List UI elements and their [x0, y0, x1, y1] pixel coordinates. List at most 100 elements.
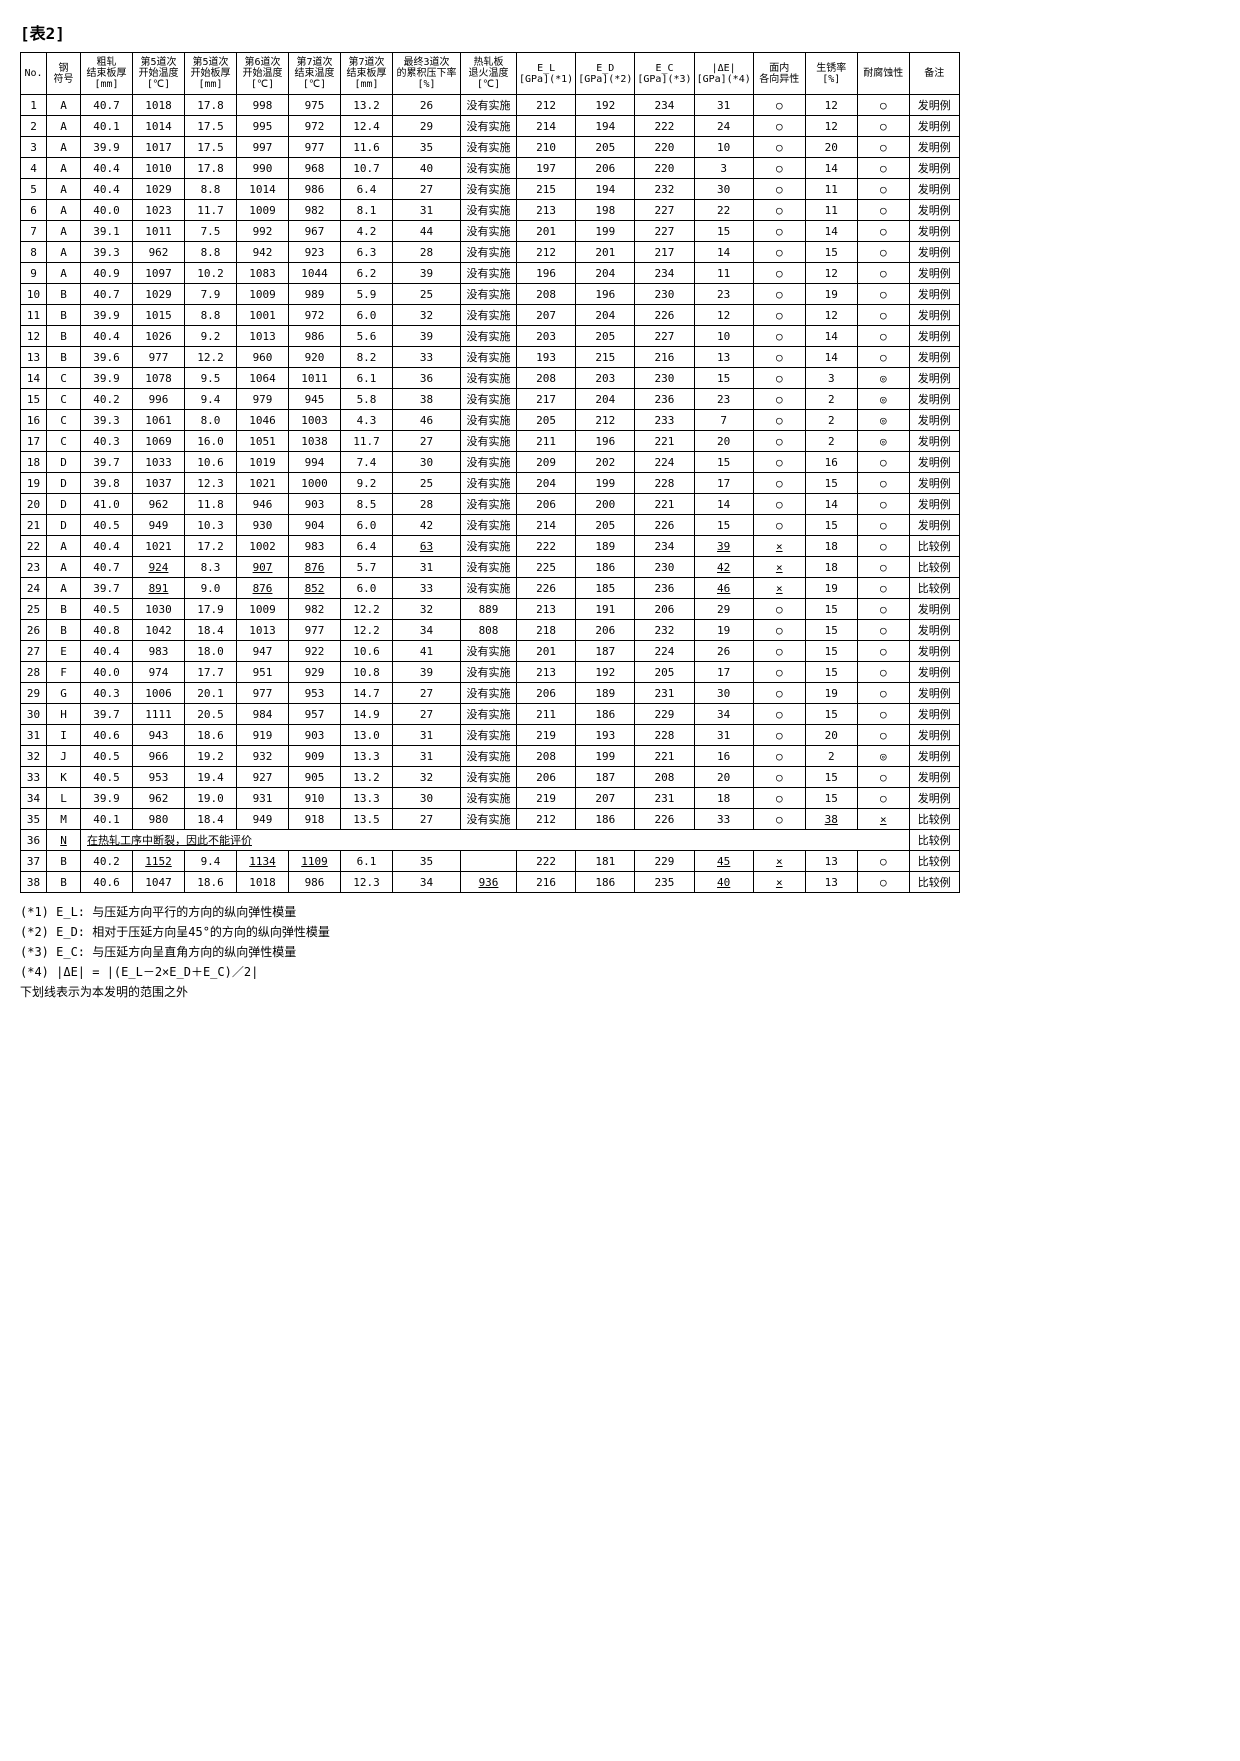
cell: 14	[694, 242, 753, 263]
cell: 2	[805, 746, 857, 767]
cell: 1061	[133, 410, 185, 431]
cell: 31	[694, 725, 753, 746]
cell: 187	[576, 641, 635, 662]
cell: 发明例	[909, 788, 959, 809]
cell: 943	[133, 725, 185, 746]
cell: 39	[694, 536, 753, 557]
cell: 211	[517, 704, 576, 725]
table-row: 36N在热轧工序中断裂，因此不能评价比较例	[21, 830, 960, 851]
cell: 没有实施	[461, 725, 517, 746]
cell: 39	[393, 662, 461, 683]
cell: 33	[694, 809, 753, 830]
cell: 5.9	[341, 284, 393, 305]
cell: 39	[393, 326, 461, 347]
cell: 206	[517, 494, 576, 515]
cell: 没有实施	[461, 389, 517, 410]
cell: 206	[517, 767, 576, 788]
cell: ○	[857, 179, 909, 200]
cell: 199	[576, 746, 635, 767]
cell: 发明例	[909, 116, 959, 137]
cell: 1021	[133, 536, 185, 557]
cell: 38	[393, 389, 461, 410]
cell: 192	[576, 95, 635, 116]
cell: 186	[576, 704, 635, 725]
cell: 10	[694, 326, 753, 347]
cell: 1009	[237, 200, 289, 221]
cell: 945	[289, 389, 341, 410]
table-row: 25B40.5103017.9100998212.232889213191206…	[21, 599, 960, 620]
cell: 10.6	[341, 641, 393, 662]
cell: 951	[237, 662, 289, 683]
cell: C	[47, 410, 81, 431]
cell: 201	[517, 641, 576, 662]
cell: 24	[694, 116, 753, 137]
cell: 39	[393, 263, 461, 284]
cell: 990	[237, 158, 289, 179]
cell: 15	[805, 641, 857, 662]
cell: 234	[635, 263, 694, 284]
cell: ○	[753, 599, 805, 620]
cell: 40.5	[81, 746, 133, 767]
cell: 11	[694, 263, 753, 284]
cell: 发明例	[909, 725, 959, 746]
cell: 6.1	[341, 368, 393, 389]
cell: 44	[393, 221, 461, 242]
cell: 7.9	[185, 284, 237, 305]
cell: 39.7	[81, 704, 133, 725]
cell: 1014	[133, 116, 185, 137]
cell: 18.4	[185, 620, 237, 641]
table-row: 9A40.9109710.2108310446.239没有实施196204234…	[21, 263, 960, 284]
cell: 没有实施	[461, 704, 517, 725]
cell: 1	[21, 95, 47, 116]
cell: 没有实施	[461, 767, 517, 788]
cell: 236	[635, 389, 694, 410]
table-row: 33K40.595319.492790513.232没有实施2061872082…	[21, 767, 960, 788]
cell: 208	[517, 746, 576, 767]
cell: 11.7	[341, 431, 393, 452]
cell: ○	[857, 641, 909, 662]
cell: 没有实施	[461, 221, 517, 242]
cell: 1069	[133, 431, 185, 452]
cell: ◎	[857, 389, 909, 410]
cell: 36	[393, 368, 461, 389]
cell: 30	[21, 704, 47, 725]
cell: 222	[517, 851, 576, 872]
cell: 14	[805, 347, 857, 368]
cell: ○	[857, 221, 909, 242]
cell: 28	[21, 662, 47, 683]
cell: 12	[805, 305, 857, 326]
table-row: 3A39.9101717.599797711.635没有实施2102052201…	[21, 137, 960, 158]
table-row: 11B39.910158.810019726.032没有实施2072042261…	[21, 305, 960, 326]
cell: 发明例	[909, 263, 959, 284]
cell: 6.3	[341, 242, 393, 263]
cell: A	[47, 578, 81, 599]
footnote-line: 下划线表示为本发明的范围之外	[20, 983, 1220, 1001]
cell: 186	[576, 809, 635, 830]
cell: 32	[393, 305, 461, 326]
data-table: No.钢符号粗轧结束板厚[mm]第5道次开始温度[℃]第5道次开始板厚[mm]第…	[20, 52, 960, 893]
cell: 23	[694, 389, 753, 410]
cell: 40.0	[81, 200, 133, 221]
cell: 17.2	[185, 536, 237, 557]
cell: 972	[289, 305, 341, 326]
cell: 41	[393, 641, 461, 662]
cell: 217	[517, 389, 576, 410]
cell: 发明例	[909, 494, 959, 515]
table-row: 32J40.596619.293290913.331没有实施2081992211…	[21, 746, 960, 767]
cell: 1078	[133, 368, 185, 389]
cell: 29	[393, 116, 461, 137]
cell: 214	[517, 116, 576, 137]
table-row: 5A40.410298.810149866.427没有实施21519423230…	[21, 179, 960, 200]
cell: A	[47, 263, 81, 284]
cell: L	[47, 788, 81, 809]
cell: 208	[635, 767, 694, 788]
cell: ○	[753, 116, 805, 137]
cell: ○	[753, 620, 805, 641]
col-header-14: 面内各向异性	[753, 53, 805, 95]
cell: 808	[461, 620, 517, 641]
cell: ○	[857, 557, 909, 578]
cell: 977	[289, 137, 341, 158]
cell: ○	[857, 473, 909, 494]
cell: 12.2	[341, 620, 393, 641]
cell: 发明例	[909, 704, 959, 725]
